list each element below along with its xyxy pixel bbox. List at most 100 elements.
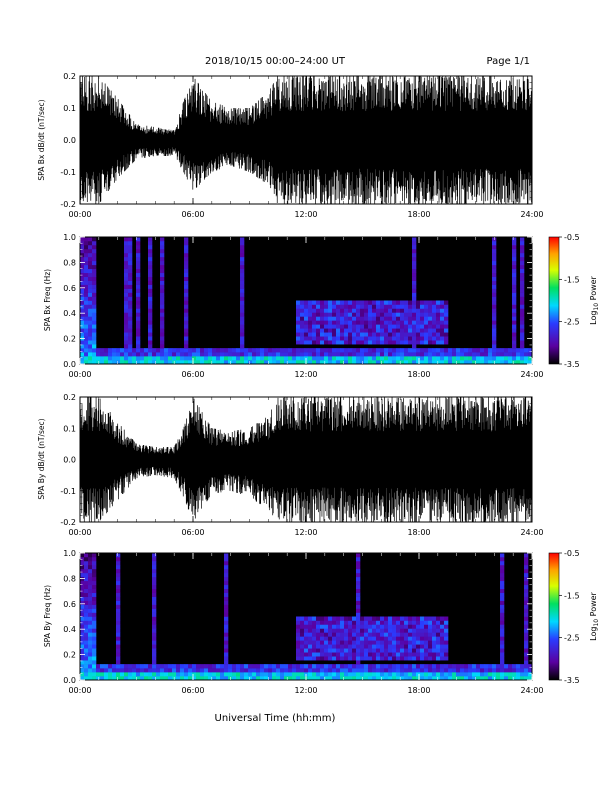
spectrogram-cell [88, 336, 93, 341]
spectrogram-cell [408, 664, 413, 669]
spectrogram-cell [496, 352, 501, 357]
spectrogram-cell [128, 284, 133, 289]
spectrogram-cell [424, 356, 429, 361]
spectrogram-cell [388, 676, 393, 681]
spectrogram-cell [92, 596, 97, 601]
spectrogram-cell [108, 664, 113, 669]
spectrogram-cell [348, 328, 353, 333]
spectrogram-cell [372, 624, 377, 629]
spectrogram-cell [448, 356, 453, 361]
spectrogram-cell [364, 312, 369, 317]
spectrogram-cell [316, 632, 321, 637]
spectrogram-cell [500, 348, 505, 353]
spectrogram-cell [368, 672, 373, 677]
spectrogram-cell [392, 656, 397, 661]
spectrogram-cell [84, 672, 89, 677]
colorbar-tick-label: -0.5 [564, 233, 580, 242]
spectrogram-cell [232, 352, 237, 357]
spectrogram-cell [204, 668, 209, 673]
spectrogram-cell [92, 276, 97, 281]
spectrogram-cell [316, 340, 321, 345]
spectrogram-cell [148, 276, 153, 281]
spectrogram-cell [352, 672, 357, 677]
spectrogram-cell [420, 656, 425, 661]
spectrogram-cell [412, 640, 417, 645]
spectrogram-cell [176, 360, 181, 365]
spectrogram-cell [392, 360, 397, 365]
spectrogram-cell [480, 356, 485, 361]
spectrogram-cell [400, 656, 405, 661]
spectrogram-cell [92, 632, 97, 637]
spectrogram-cell [92, 328, 97, 333]
spectrogram-cell [88, 312, 93, 317]
spectrogram-cell [280, 672, 285, 677]
spectrogram-cell [124, 316, 129, 321]
spectrogram-cell [124, 336, 129, 341]
spectrogram-cell [180, 348, 185, 353]
spectrogram-cell [368, 644, 373, 649]
spectrogram-cell [436, 356, 441, 361]
x-tick-label: 06:00 [181, 686, 204, 695]
spectrogram-cell [136, 312, 141, 317]
spectrogram-cell [116, 596, 121, 601]
spectrogram-cell [84, 324, 89, 329]
spectrogram-cell [336, 356, 341, 361]
spectrogram-cell [356, 612, 361, 617]
spectrogram-cell [152, 360, 157, 365]
spectrogram-cell [380, 672, 385, 677]
spectrogram-cell [80, 352, 85, 357]
spectrogram-cell [344, 348, 349, 353]
spectrogram-cell [244, 668, 249, 673]
spectrogram-cell [332, 308, 337, 313]
spectrogram-cell [92, 672, 97, 677]
spectrogram-cell [308, 316, 313, 321]
spectrogram-cell [300, 620, 305, 625]
spectrogram-cell [124, 237, 129, 242]
spectrogram-cell [116, 652, 121, 657]
spectrogram-cell [460, 352, 465, 357]
spectrogram-cell [372, 300, 377, 305]
spectrogram-cell [400, 328, 405, 333]
spectrogram-cell [224, 352, 229, 357]
spectrogram-cell [360, 316, 365, 321]
spectrogram-cell [284, 352, 289, 357]
spectrogram-cell [396, 636, 401, 641]
spectrogram-cell [328, 656, 333, 661]
spectrogram-cell [396, 348, 401, 353]
spectrogram-cell [352, 348, 357, 353]
spectrogram-cell [304, 664, 309, 669]
spectrogram-cell [164, 356, 169, 361]
spectrogram-cell [288, 676, 293, 681]
spectrogram-cell [124, 256, 129, 262]
spectrogram-cell [524, 672, 529, 677]
spectrogram-cell [464, 664, 469, 669]
spectrogram-cell [308, 360, 313, 365]
spectrogram-cell [332, 628, 337, 633]
spectrogram-cell [140, 668, 145, 673]
spectrogram-cell [376, 300, 381, 305]
spectrogram-cell [408, 324, 413, 329]
spectrogram-cell [420, 352, 425, 357]
spectrogram-cell [152, 348, 157, 353]
spectrogram-cell [504, 668, 509, 673]
spectrogram-cell [148, 237, 153, 242]
spectrogram-cell [300, 324, 305, 329]
spectrogram-cell [352, 632, 357, 637]
spectrogram-cell [432, 656, 437, 661]
spectrogram-cell [392, 640, 397, 645]
spectrogram-cell [428, 616, 433, 621]
spectrogram-cell [332, 320, 337, 325]
spectrogram-cell [428, 336, 433, 341]
spectrogram-cell [428, 352, 433, 357]
spectrogram-cell [360, 324, 365, 329]
spectrogram-cell [136, 272, 141, 277]
spectrogram-cell [88, 248, 93, 254]
spectrogram-cell [348, 308, 353, 313]
spectrogram-cell [444, 636, 449, 641]
spectrogram-cell [116, 608, 121, 613]
spectrogram-cell [92, 312, 97, 317]
spectrogram-cell [224, 616, 229, 621]
spectrogram-cell [312, 332, 317, 337]
spectrogram-cell [436, 652, 441, 657]
spectrogram-cell [300, 648, 305, 653]
